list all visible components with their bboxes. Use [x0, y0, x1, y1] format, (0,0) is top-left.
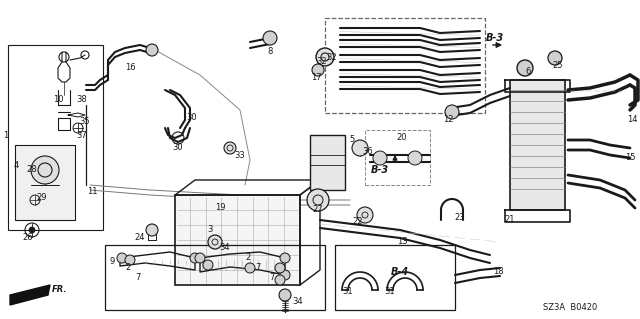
Circle shape [29, 227, 35, 233]
Text: 11: 11 [87, 188, 97, 197]
Text: SZ3A  B0420: SZ3A B0420 [543, 302, 597, 311]
Circle shape [195, 253, 205, 263]
Circle shape [224, 142, 236, 154]
Text: 18: 18 [493, 268, 503, 277]
Circle shape [280, 253, 290, 263]
Circle shape [307, 189, 329, 211]
Polygon shape [10, 285, 50, 305]
Text: 38: 38 [77, 95, 88, 105]
Text: 17: 17 [310, 73, 321, 83]
Text: 7: 7 [269, 273, 275, 283]
Circle shape [312, 64, 324, 76]
Text: FR.: FR. [52, 286, 67, 294]
Text: 36: 36 [363, 147, 373, 157]
Circle shape [125, 255, 135, 265]
Text: 26: 26 [22, 234, 33, 242]
Text: B-3: B-3 [371, 165, 389, 175]
Text: 23: 23 [454, 213, 465, 222]
Text: 1: 1 [3, 130, 8, 139]
Text: 2: 2 [125, 263, 131, 272]
Circle shape [316, 48, 334, 66]
Text: 24: 24 [135, 234, 145, 242]
Circle shape [548, 51, 562, 65]
Text: 20: 20 [397, 133, 407, 143]
Circle shape [203, 260, 213, 270]
Text: 4: 4 [13, 160, 19, 169]
Text: 5: 5 [349, 136, 355, 145]
Circle shape [263, 31, 277, 45]
Circle shape [275, 275, 285, 285]
Circle shape [280, 270, 290, 280]
Text: 34: 34 [220, 243, 230, 253]
Text: 3: 3 [207, 226, 212, 234]
Bar [8, 45, 103, 230]
Circle shape [373, 151, 387, 165]
Circle shape [31, 156, 59, 184]
Text: 25: 25 [553, 61, 563, 70]
Text: B-4: B-4 [391, 267, 409, 277]
Bar [105, 245, 325, 310]
Text: 31: 31 [385, 287, 396, 296]
Circle shape [279, 289, 291, 301]
Circle shape [275, 263, 285, 273]
Text: 33: 33 [235, 151, 245, 160]
Text: 8: 8 [268, 48, 273, 56]
Text: 9: 9 [109, 257, 115, 266]
Text: 15: 15 [625, 153, 636, 162]
Text: 31: 31 [342, 287, 353, 296]
Text: 16: 16 [125, 63, 135, 72]
Text: 30: 30 [173, 144, 183, 152]
Circle shape [190, 253, 200, 263]
Bar [510, 80, 565, 210]
Circle shape [208, 235, 222, 249]
Circle shape [408, 151, 422, 165]
Text: 10: 10 [52, 95, 63, 105]
Text: 22: 22 [353, 218, 364, 226]
Text: 7: 7 [135, 273, 141, 283]
Text: 27: 27 [313, 205, 323, 214]
Text: 32: 32 [317, 57, 327, 66]
Circle shape [445, 105, 459, 119]
Circle shape [352, 140, 368, 156]
Text: 14: 14 [627, 115, 637, 124]
Text: 6: 6 [525, 68, 531, 77]
Text: 7: 7 [255, 263, 260, 272]
Text: 2: 2 [245, 254, 251, 263]
Text: 29: 29 [36, 194, 47, 203]
Circle shape [146, 224, 158, 236]
Bar [175, 195, 300, 285]
Bar [310, 135, 345, 190]
Text: 34: 34 [292, 298, 303, 307]
Text: 21: 21 [505, 216, 515, 225]
Circle shape [146, 44, 158, 56]
Text: 35: 35 [80, 117, 90, 127]
Bar [365, 130, 430, 185]
Circle shape [357, 207, 373, 223]
Text: 13: 13 [397, 238, 407, 247]
Bar [15, 145, 75, 220]
Text: 12: 12 [443, 115, 453, 124]
Text: 19: 19 [215, 204, 225, 212]
Text: B-3: B-3 [486, 33, 504, 43]
Text: 32: 32 [326, 54, 337, 63]
Bar [335, 245, 455, 310]
Circle shape [517, 60, 533, 76]
Bar [325, 18, 485, 113]
Text: 30: 30 [187, 114, 197, 122]
Circle shape [245, 263, 255, 273]
Text: 37: 37 [77, 130, 88, 139]
Circle shape [117, 253, 127, 263]
Text: 28: 28 [27, 166, 37, 174]
